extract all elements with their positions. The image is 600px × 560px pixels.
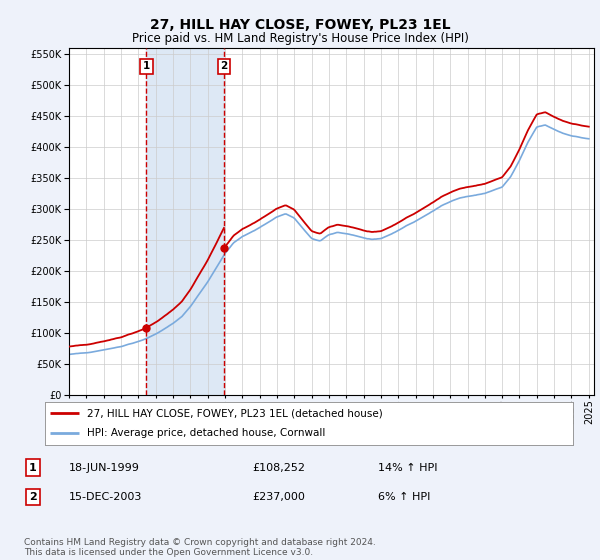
Text: 1: 1 [143, 61, 150, 71]
Text: HPI: Average price, detached house, Cornwall: HPI: Average price, detached house, Corn… [87, 428, 326, 438]
Bar [146, 48, 224, 395]
Text: £237,000: £237,000 [252, 492, 305, 502]
Text: 14% ↑ HPI: 14% ↑ HPI [378, 463, 437, 473]
Text: 15-DEC-2003: 15-DEC-2003 [69, 492, 142, 502]
Text: 27, HILL HAY CLOSE, FOWEY, PL23 1EL (detached house): 27, HILL HAY CLOSE, FOWEY, PL23 1EL (det… [87, 408, 383, 418]
Text: 1: 1 [29, 463, 37, 473]
Text: Contains HM Land Registry data © Crown copyright and database right 2024.
This d: Contains HM Land Registry data © Crown c… [24, 538, 376, 557]
Text: £108,252: £108,252 [252, 463, 305, 473]
Text: 2: 2 [29, 492, 37, 502]
Text: 2: 2 [221, 61, 228, 71]
Text: 6% ↑ HPI: 6% ↑ HPI [378, 492, 430, 502]
Text: Price paid vs. HM Land Registry's House Price Index (HPI): Price paid vs. HM Land Registry's House … [131, 32, 469, 45]
Text: 18-JUN-1999: 18-JUN-1999 [69, 463, 140, 473]
Text: 27, HILL HAY CLOSE, FOWEY, PL23 1EL: 27, HILL HAY CLOSE, FOWEY, PL23 1EL [149, 18, 451, 32]
